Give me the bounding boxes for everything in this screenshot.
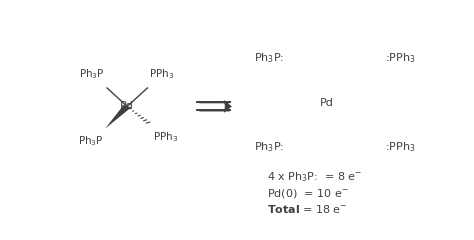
Text: PPh$_3$: PPh$_3$ bbox=[153, 131, 178, 144]
Text: Ph$_3$P:: Ph$_3$P: bbox=[254, 140, 284, 154]
Text: $\bf{Total}$ = 18 e$^{-}$: $\bf{Total}$ = 18 e$^{-}$ bbox=[267, 203, 347, 215]
Text: Pd: Pd bbox=[120, 102, 134, 111]
Text: :PPh$_3$: :PPh$_3$ bbox=[385, 140, 416, 154]
Polygon shape bbox=[105, 105, 131, 129]
Text: Ph$_3$P:: Ph$_3$P: bbox=[254, 51, 284, 65]
Text: PPh$_3$: PPh$_3$ bbox=[149, 67, 174, 81]
Text: Pd(0)  = 10 e$^{-}$: Pd(0) = 10 e$^{-}$ bbox=[267, 187, 348, 200]
Text: Ph$_3$P: Ph$_3$P bbox=[80, 67, 105, 81]
Text: Ph$_3$P: Ph$_3$P bbox=[78, 134, 103, 148]
Text: Pd: Pd bbox=[320, 98, 334, 108]
Text: 4 x Ph$_3$P:  = 8 e$^{-}$: 4 x Ph$_3$P: = 8 e$^{-}$ bbox=[267, 170, 362, 184]
Polygon shape bbox=[224, 100, 232, 113]
Text: :PPh$_3$: :PPh$_3$ bbox=[385, 51, 416, 65]
